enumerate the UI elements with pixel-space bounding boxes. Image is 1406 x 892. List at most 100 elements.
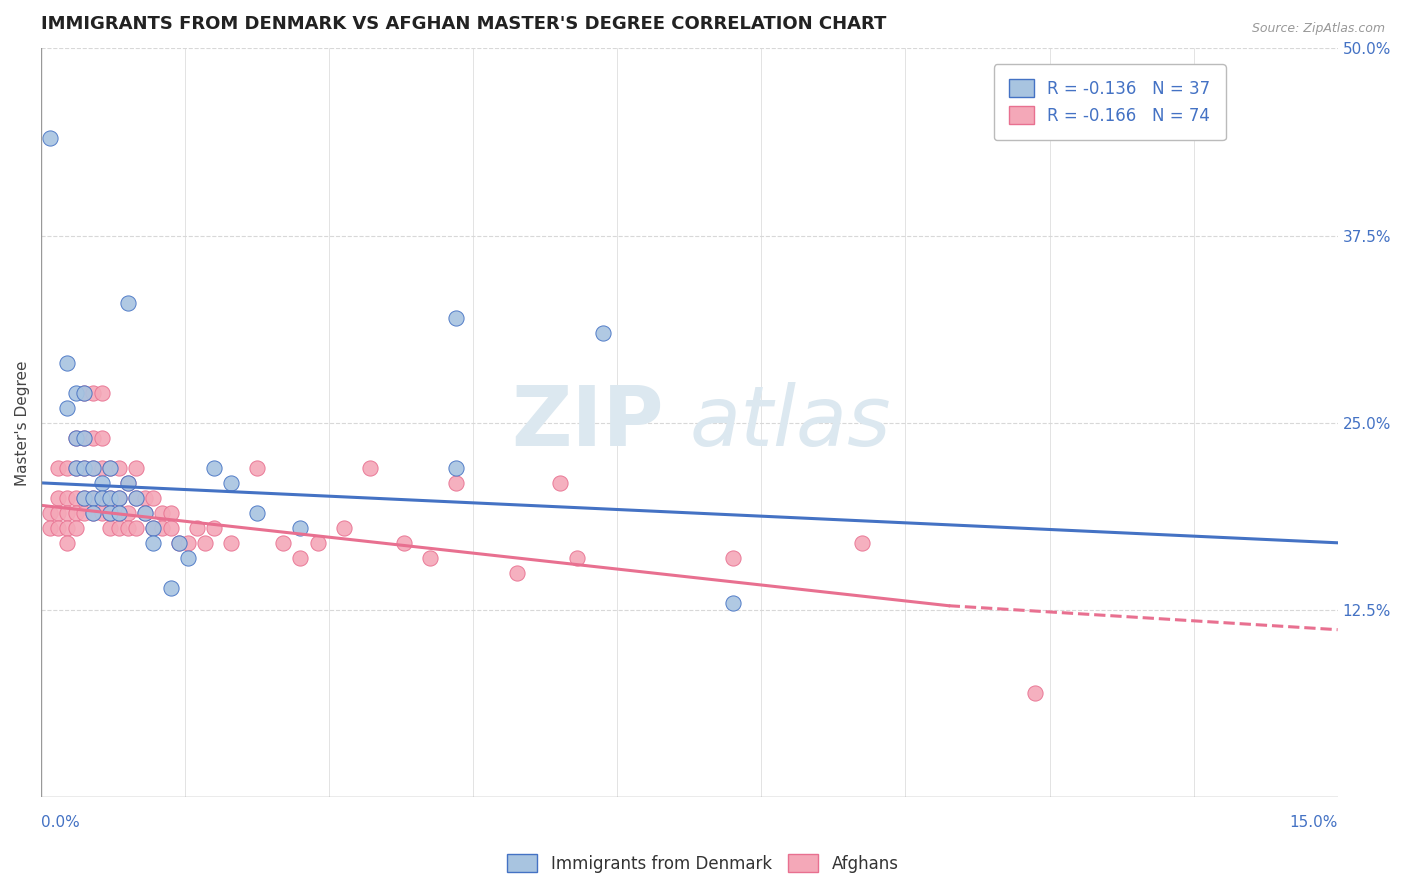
Point [73,386,96,401]
Point [56,536,79,550]
Point [444,475,467,490]
Point [65,461,87,475]
Point [48,506,70,520]
Point [82,491,104,505]
Point [444,311,467,326]
Point [142,521,165,535]
Y-axis label: Master's Degree: Master's Degree [15,360,30,486]
Point [169,536,191,550]
Text: 0.0%: 0.0% [41,815,80,830]
Point [98,521,121,535]
Point [90,461,112,475]
Point [82,491,104,505]
Point [359,461,381,475]
Point [56,461,79,475]
Point [73,431,96,445]
Point [307,536,329,550]
Point [56,506,79,520]
Point [73,506,96,520]
Point [332,521,354,535]
Point [219,536,242,550]
Point [82,431,104,445]
Point [90,431,112,445]
Point [177,550,200,565]
Point [65,491,87,505]
Point [38,521,60,535]
Point [548,475,571,490]
Point [65,461,87,475]
Point [108,506,131,520]
Point [202,461,225,475]
Point [219,475,242,490]
Point [90,491,112,505]
Point [90,506,112,520]
Point [48,491,70,505]
Point [159,521,181,535]
Text: 15.0%: 15.0% [1289,815,1337,830]
Point [82,461,104,475]
Point [125,491,148,505]
Point [98,491,121,505]
Point [125,461,148,475]
Point [82,506,104,520]
Text: ZIP: ZIP [510,383,664,464]
Point [290,550,312,565]
Point [108,461,131,475]
Text: IMMIGRANTS FROM DENMARK VS AFGHAN MASTER'S DEGREE CORRELATION CHART: IMMIGRANTS FROM DENMARK VS AFGHAN MASTER… [41,15,887,33]
Point [246,461,269,475]
Point [38,506,60,520]
Point [721,550,744,565]
Point [1024,685,1046,699]
Point [177,536,200,550]
Point [98,506,121,520]
Point [73,386,96,401]
Point [125,521,148,535]
Point [73,461,96,475]
Point [565,550,588,565]
Point [108,491,131,505]
Point [202,521,225,535]
Point [65,386,87,401]
Point [186,521,208,535]
Point [56,521,79,535]
Point [134,506,156,520]
Point [117,506,139,520]
Point [38,131,60,145]
Point [117,296,139,310]
Point [108,506,131,520]
Point [73,491,96,505]
Point [169,536,191,550]
Point [444,461,467,475]
Point [125,491,148,505]
Text: Source: ZipAtlas.com: Source: ZipAtlas.com [1251,22,1385,36]
Point [56,491,79,505]
Point [142,491,165,505]
Point [290,521,312,535]
Point [98,491,121,505]
Point [194,536,217,550]
Point [271,536,294,550]
Point [73,431,96,445]
Point [82,506,104,520]
Point [73,461,96,475]
Point [117,475,139,490]
Point [117,521,139,535]
Point [851,536,873,550]
Point [90,475,112,490]
Point [505,566,527,580]
Point [150,521,173,535]
Point [82,461,104,475]
Point [48,521,70,535]
Point [419,550,441,565]
Point [108,491,131,505]
Legend: Immigrants from Denmark, Afghans: Immigrants from Denmark, Afghans [501,847,905,880]
Point [392,536,415,550]
Point [721,596,744,610]
Point [56,401,79,415]
Point [592,326,614,340]
Point [142,521,165,535]
Point [65,506,87,520]
Point [134,491,156,505]
Point [65,431,87,445]
Point [90,386,112,401]
